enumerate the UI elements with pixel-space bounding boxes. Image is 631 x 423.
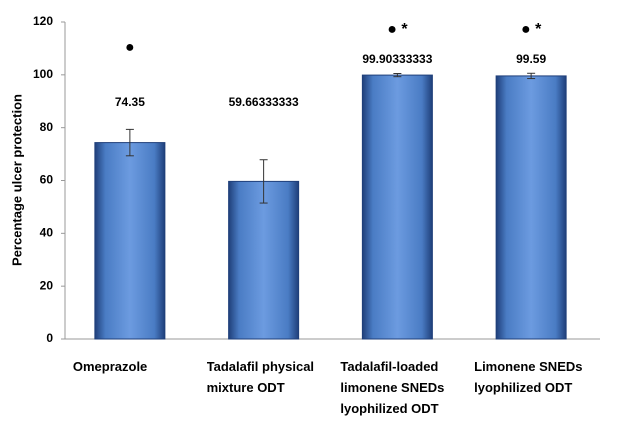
x-label-box: Tadalafil-loaded limonene SNEDs lyophili… — [340, 359, 445, 416]
significance-marker: ● * — [521, 21, 542, 38]
x-tick-label: Omeprazole — [72, 359, 148, 374]
data-label: 99.90333333 — [362, 52, 432, 66]
y-tick-label: 80 — [40, 120, 54, 134]
bar — [94, 142, 166, 340]
x-label-box: Omeprazole — [72, 359, 148, 374]
x-tick-label: Tadalafil-loaded limonene SNEDs lyophili… — [340, 359, 445, 416]
x-label-box: Limonene SNEDs lyophilized ODT — [474, 359, 583, 395]
y-tick-label: 0 — [46, 331, 53, 345]
x-label-box: Tadalafil physical mixture ODT — [206, 359, 315, 395]
x-tick-label: Limonene SNEDs lyophilized ODT — [474, 359, 583, 395]
significance-marker: ● — [125, 39, 135, 56]
y-tick-label: 60 — [40, 173, 54, 187]
y-tick-label: 40 — [40, 226, 54, 240]
data-label: 74.35 — [115, 95, 145, 109]
y-tick-label: 100 — [33, 67, 53, 81]
bar — [495, 75, 567, 340]
data-label: 99.59 — [516, 52, 546, 66]
data-label: 59.66333333 — [229, 95, 299, 109]
y-axis-label: Percentage ulcer protection — [9, 94, 24, 266]
y-tick-label: 20 — [40, 278, 54, 292]
bar — [361, 74, 433, 340]
bar — [228, 180, 300, 340]
significance-marker: ● * — [387, 21, 408, 38]
x-tick-label: Tadalafil physical mixture ODT — [206, 359, 315, 395]
y-tick-label: 120 — [33, 14, 53, 28]
